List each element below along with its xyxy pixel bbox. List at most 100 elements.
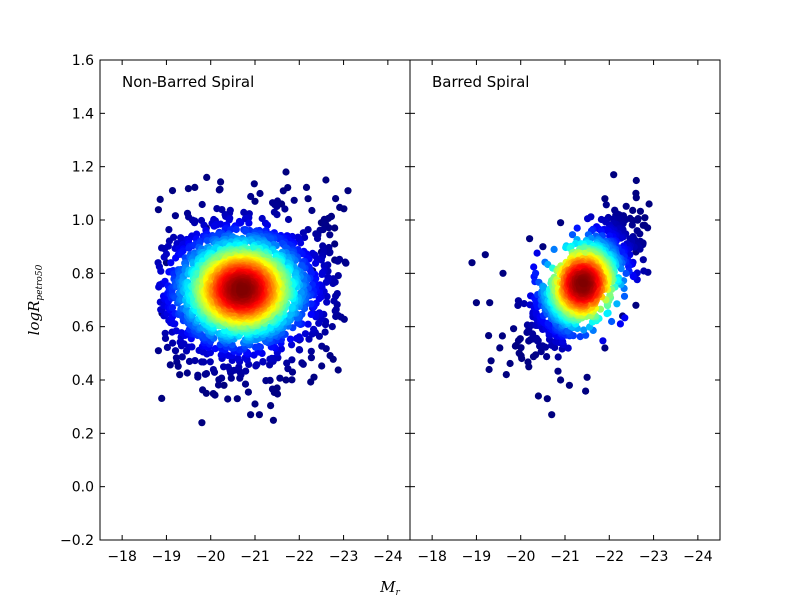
data-point: [639, 221, 647, 229]
data-point: [580, 326, 588, 334]
data-point: [533, 249, 541, 257]
data-point: [211, 345, 219, 353]
data-point: [262, 377, 270, 385]
data-point: [203, 173, 211, 181]
data-point: [645, 200, 653, 208]
data-point: [557, 219, 565, 227]
data-point: [543, 353, 551, 361]
data-point: [227, 374, 235, 382]
data-point: [256, 189, 264, 198]
data-point: [537, 348, 545, 356]
y-axis-label: logRpetro50: [25, 264, 45, 335]
data-point: [199, 348, 207, 356]
y-tick-label: 0.0: [72, 480, 94, 496]
data-point: [232, 225, 240, 234]
data-point: [167, 259, 175, 267]
data-point: [253, 361, 261, 369]
data-point: [641, 214, 649, 222]
data-point: [613, 300, 621, 308]
data-point: [283, 359, 291, 367]
data-point: [336, 203, 344, 211]
data-point: [224, 395, 232, 403]
data-point: [241, 227, 250, 235]
panel-title-barred: Barred Spiral: [432, 73, 529, 91]
data-point: [307, 310, 315, 318]
data-point: [485, 332, 493, 340]
y-tick-labels: −0.2 0.0 0.2 0.4 0.6 0.8 1.0 1.2 1.4 1.6: [60, 53, 94, 549]
data-point: [188, 343, 196, 351]
data-point: [178, 353, 186, 361]
data-point: [273, 211, 281, 219]
x-tick-label: −24: [683, 549, 713, 565]
ticks-barred: [410, 59, 720, 541]
data-point: [509, 325, 518, 333]
data-point: [199, 386, 207, 394]
scatter-points-barred: [468, 171, 653, 419]
y-tick-label: 1.6: [72, 53, 94, 69]
data-point: [632, 301, 640, 309]
data-point: [325, 249, 334, 257]
data-point: [332, 312, 340, 321]
data-point: [161, 334, 170, 342]
y-tick-label: 1.0: [72, 213, 94, 229]
x-tick-label: −22: [595, 549, 625, 565]
data-point: [579, 280, 587, 288]
data-point: [276, 374, 284, 382]
data-point: [240, 208, 248, 216]
data-point: [184, 185, 192, 193]
y-tick-label: 0.8: [72, 266, 94, 282]
data-point: [309, 249, 317, 257]
data-point: [616, 320, 625, 328]
data-point: [277, 345, 285, 353]
data-point: [313, 234, 322, 243]
data-point: [241, 380, 250, 388]
data-point: [312, 259, 320, 267]
data-point: [310, 325, 318, 333]
data-point: [244, 388, 252, 396]
panel-barred-spiral: Barred Spiral: [409, 59, 721, 541]
data-point: [185, 357, 194, 365]
x-tick-label: −24: [373, 549, 403, 565]
data-point: [154, 206, 162, 214]
data-point: [282, 376, 290, 384]
y-tick-label: 0.4: [72, 373, 94, 389]
data-point: [481, 251, 489, 259]
data-point: [323, 298, 331, 306]
data-point: [498, 332, 506, 340]
data-point: [157, 267, 165, 275]
data-point: [279, 187, 287, 195]
x-tick-label: −20: [196, 549, 226, 565]
data-point: [234, 354, 242, 362]
data-point: [502, 371, 510, 379]
data-point: [288, 303, 296, 311]
data-point: [334, 257, 342, 265]
data-point: [633, 227, 641, 235]
data-point: [285, 311, 294, 319]
data-point: [554, 353, 562, 361]
x-axis-label-subscript: r: [396, 588, 401, 598]
data-point: [640, 267, 648, 275]
x-tick-label: −22: [285, 549, 315, 565]
data-point: [485, 365, 493, 374]
data-point: [259, 358, 267, 366]
data-point: [220, 381, 228, 389]
data-point: [172, 354, 180, 362]
data-point: [331, 307, 339, 315]
data-point: [293, 334, 301, 343]
ticks-non-barred: [100, 59, 410, 541]
data-point: [582, 387, 590, 395]
data-point: [514, 297, 523, 305]
data-point: [629, 206, 637, 214]
data-point: [487, 357, 495, 365]
data-point: [632, 194, 640, 202]
data-point: [168, 304, 177, 312]
data-point: [298, 359, 306, 367]
data-point: [176, 371, 184, 379]
data-point: [334, 366, 342, 374]
data-point: [576, 333, 584, 341]
data-point: [307, 347, 315, 355]
data-point: [247, 411, 255, 419]
data-point: [209, 390, 217, 398]
panel-title-non-barred: Non-Barred Spiral: [122, 73, 254, 91]
